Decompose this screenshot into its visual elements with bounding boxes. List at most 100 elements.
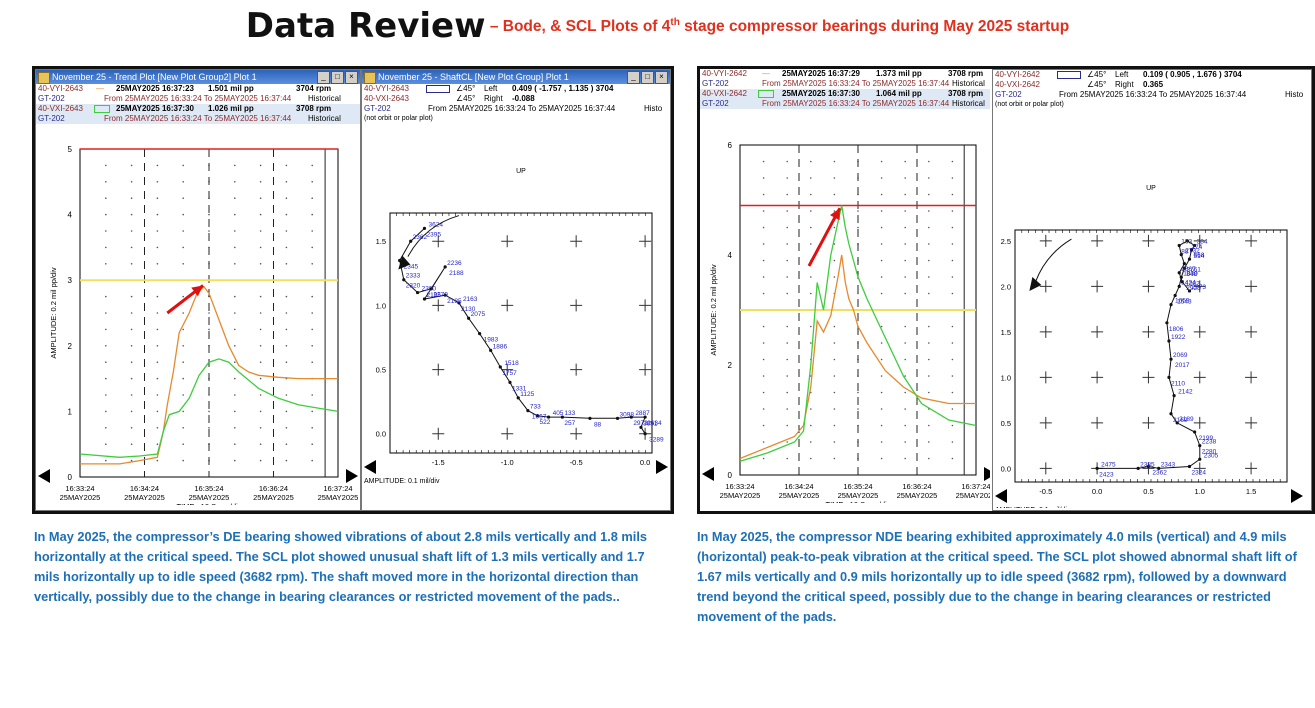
x-tick-label: 25MAY2025 [897,491,938,500]
maximize-icon[interactable]: □ [641,71,654,84]
grid-dot [833,193,836,196]
grid-dot [857,292,859,295]
plot-area [1014,229,1288,483]
scl-row-2[interactable]: 40-VXI-2643 ∠45° Right -0.088 [364,94,535,103]
grid-dot [904,193,906,196]
grid-dot [285,459,288,462]
rpm-label: 1331 [512,385,527,392]
grid-dot [786,259,788,262]
centerline-point [1187,257,1192,261]
grid-dot [833,375,836,377]
grid-dot [182,295,184,298]
grid-dot [182,345,184,347]
minimize-icon[interactable]: _ [627,71,640,84]
y-tick-label: 1.5 [1001,328,1011,337]
grid-dot [928,424,930,427]
y-tick-label: 4 [68,211,73,220]
scl-note: (not orbit or polar plot) [995,101,1064,108]
grid-dot [259,345,262,347]
grid-dot [259,328,262,331]
grid-dot [762,226,765,229]
centerline-point [1177,284,1181,289]
grid-dot [130,394,133,396]
grid-dot [105,377,107,380]
grid-dot [786,243,788,245]
trend-row-2[interactable]: GT-202 From 25MAY2025 16:33:24 To 25MAY20… [702,79,985,88]
up-label: UP [1146,185,1156,192]
grid-dot [311,181,314,183]
trend-row-4[interactable]: GT-202 From 25MAY2025 16:33:24 To 25MAY20… [700,99,990,109]
grid-cross [1039,371,1052,384]
centerline-point [643,415,647,419]
rpm-label: 2130 [461,306,476,313]
rpm-label: 2395 [426,231,441,238]
grid-dot [285,197,288,199]
grid-dot [928,358,930,361]
close-icon[interactable]: × [345,71,358,84]
grid-dot [285,443,288,446]
grid-dot [105,181,107,183]
y-tick-label: 0.5 [1001,419,1011,428]
scl-row-3[interactable]: GT-202 From 25MAY2025 16:33:24 To 25MAY20… [995,90,1304,99]
rpm-label: 2238 [1202,439,1217,446]
grid-dot [182,459,184,462]
grid-dot [234,427,236,429]
x-tick-label: 1.5 [1246,487,1256,496]
grid-dot [156,295,159,298]
grid-cross [1245,234,1258,247]
grid-dot [928,375,930,377]
left-scl-window: November 25 - ShaftCL [New Plot Group] P… [361,69,671,511]
grid-cross [1142,280,1155,293]
trend-row-1[interactable]: 40-VYI-2642—25MAY2025 16:37:29 1.373 mil … [702,69,984,78]
start-arrow-icon [398,255,411,270]
trend-row-3[interactable]: 40-VXI-2643 25MAY2025 16:37:30 1.026 mil p… [36,104,360,114]
trend-row-3[interactable]: 40-VXI-2642 25MAY2025 16:37:30 1.064 mil p… [700,89,990,99]
rpm-label: 848 [1186,271,1197,278]
close-icon[interactable]: × [655,71,668,84]
grid-dot [786,391,788,394]
grid-dot [904,342,906,344]
grid-dot [259,181,262,183]
rpm-label: 2385 [1140,461,1155,468]
y-tick-label: 0.5 [376,366,386,375]
right-scl-window: 40-VYI-2642 ∠45° Left 0.109 ( 0.905 , 1.676… [992,69,1312,511]
grid-dot [928,193,930,196]
grid-dot [904,358,906,361]
centerline-point [1175,421,1179,425]
x-tick-label: 25MAY2025 [60,493,101,502]
grid-dot [182,197,184,199]
maximize-icon[interactable]: □ [331,71,344,84]
grid-dot [880,177,883,179]
minimize-icon[interactable]: _ [317,71,330,84]
y-tick-label: 0.0 [1001,464,1011,473]
scl-row-3[interactable]: GT-202 From 25MAY2025 16:33:24 To 25MAY20… [364,104,663,113]
scl-row-2[interactable]: 40-VXI-2642 ∠45° Right 0.365 [995,80,1164,89]
trend-row-4[interactable]: GT-202 From 25MAY2025 16:33:24 To 25MAY20… [36,114,360,124]
window-controls: _ □ × [627,71,668,84]
grid-dot [130,459,133,462]
left-scl-titlebar[interactable]: November 25 - ShaftCL [New Plot Group] P… [362,70,670,84]
scroll-left-arrow-icon [364,460,376,474]
rpm-label: 1030 [1183,270,1198,277]
rpm-label: 1886 [493,343,508,350]
grid-dot [156,427,159,429]
grid-dot [904,210,906,212]
grid-cross [432,299,445,312]
grid-dot [285,312,288,314]
grid-dot [234,230,236,232]
grid-dot [880,276,883,278]
grid-dot [810,292,812,295]
trend-row-1[interactable]: 40-VYI-2643—25MAY2025 16:37:23 1.501 mil … [38,84,332,93]
grid-dot [762,193,765,196]
scl-row-1[interactable]: 40-VYI-2642 ∠45° Left 0.109 ( 0.905 , 1.676… [995,70,1242,79]
grid-dot [259,213,262,216]
grid-dot [105,312,107,314]
rpm-label: 2110 [1171,380,1185,387]
trend-row-2[interactable]: GT-202 From 25MAY2025 16:33:24 To 25MAY20… [38,94,341,103]
left-trend-titlebar[interactable]: November 25 - Trend Plot [New Plot Group… [36,70,360,84]
grid-dot [285,230,288,232]
grid-dot [762,259,765,262]
scroll-left-arrow-icon [995,489,1007,503]
plot-window-icon [38,72,50,84]
scl-row-1[interactable]: 40-VYI-2643 ∠45° Left 0.409 ( -1.757 , 1.13… [364,84,614,93]
